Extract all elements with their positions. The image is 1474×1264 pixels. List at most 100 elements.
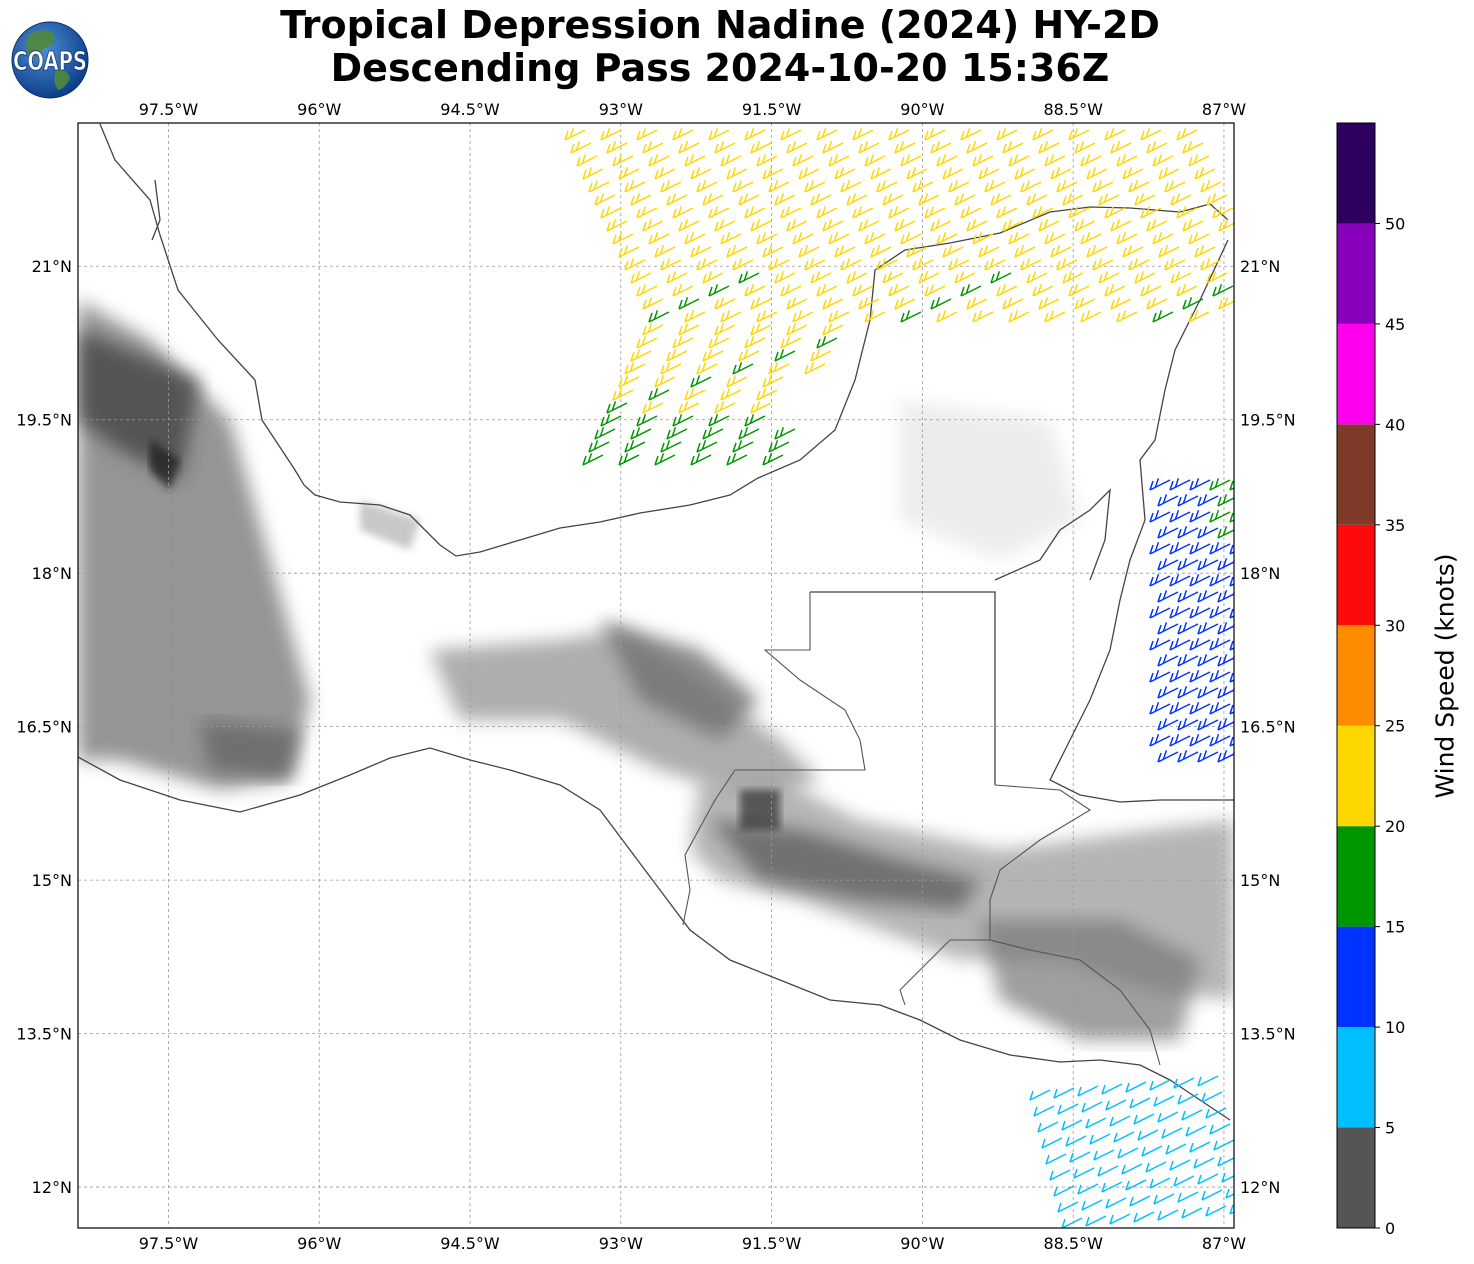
lat-tick-label-right: 18°N [1240,564,1280,583]
wind-barb [924,206,946,219]
terrain-layer [78,300,1234,1040]
lat-tick-label-right: 21°N [1240,257,1280,276]
wind-barb [1161,1127,1183,1139]
wind-barb [1169,734,1191,747]
wind-barb [882,271,904,284]
wind-barb [834,245,856,258]
wind-barb [1229,736,1234,747]
wind-barb [864,232,886,245]
wind-barb [1149,606,1171,619]
wind-barb [1077,1183,1099,1195]
wind-barb [996,206,1018,219]
lat-tick-label-left: 12°N [32,1178,72,1197]
wind-barb [756,232,778,245]
wind-barb [1173,1175,1195,1187]
wind-barb [900,232,922,245]
wind-barb [636,128,658,141]
wind-barb [642,219,664,232]
wind-barb [1020,180,1042,193]
wind-barb [744,284,766,297]
wind-barb [1117,1147,1139,1159]
wind-barb [1038,297,1060,310]
wind-barb [1177,526,1199,539]
wind-barb [660,440,682,453]
wind-barb [660,362,682,375]
wind-barb [762,245,784,258]
wind-barb [1044,232,1066,245]
wind-barb [1105,1099,1127,1111]
title-line-2: Descending Pass 2024-10-20 15:36Z [330,46,1110,90]
wind-barb [1176,206,1198,219]
wind-barb [1002,219,1024,232]
wind-barb [840,180,862,193]
wind-barb [732,440,754,453]
wind-barb [1081,1199,1103,1211]
wind-barb [1185,1125,1207,1137]
wind-barb [1157,654,1179,667]
wind-barb [888,284,910,297]
wind-barb [648,310,670,323]
wind-barb [1189,1141,1211,1153]
wind-barb [654,245,676,258]
wind-barb [624,440,646,453]
wind-barb [726,167,748,180]
wind-barb [1165,1143,1187,1155]
wind-barb [654,167,676,180]
wind-barb [1008,154,1030,167]
wind-barb [792,232,814,245]
wind-barb [960,206,982,219]
wind-barb [1008,310,1030,323]
lon-tick-label-bottom: 94.5°W [440,1234,500,1253]
wind-barb [864,154,886,167]
wind-barb [1209,542,1231,555]
wind-barb [942,167,964,180]
wind-barb [1026,271,1048,284]
wind-barb [738,193,760,206]
wind-barb [1169,574,1191,587]
wind-barb [1217,558,1234,571]
wind-barb [1217,494,1234,507]
wind-barb [1045,1153,1067,1165]
wind-barb [672,128,694,141]
wind-barb [894,219,916,232]
wind-barb [1068,206,1090,219]
wind-barb [582,167,604,180]
wind-barb [804,180,826,193]
wind-barb [630,427,652,440]
colorbar-segment [1337,625,1375,726]
wind-barb [1169,606,1191,619]
wind-barb [684,310,706,323]
wind-barb [1189,510,1211,523]
wind-barb [1149,510,1171,523]
wind-barb [1080,232,1102,245]
wind-barb [852,206,874,219]
wind-barb [1116,310,1138,323]
wind-barb [702,427,724,440]
wind-barb [918,193,940,206]
lon-tick-label-top: 88.5°W [1043,100,1103,119]
wind-barb [750,323,772,336]
wind-barb [1038,141,1060,154]
wind-barb [936,232,958,245]
colorbar-tick-label: 0 [1385,1219,1395,1238]
wind-barb [1033,1105,1055,1117]
wind-barb [1085,1215,1107,1227]
colorbar: 0 5 10 15 20 25 30 35 40 45 50 [1336,122,1405,1238]
wind-barb [1189,702,1211,715]
wind-barb [924,284,946,297]
wind-barb [1152,232,1174,245]
wind-barb [810,349,832,362]
wind-barb [1182,219,1204,232]
wind-barb [1002,141,1024,154]
colorbar-tick-label: 45 [1385,315,1405,334]
wind-barb [1109,1115,1131,1127]
wind-barb [1104,206,1126,219]
wind-barb [708,414,730,427]
wind-barb [672,206,694,219]
lat-tick-label-left: 16.5°N [16,718,72,737]
wind-barb [1209,638,1231,651]
wind-barb [1158,167,1180,180]
wind-barb [1197,1075,1219,1087]
wind-barb [960,128,982,141]
wind-barb [924,128,946,141]
